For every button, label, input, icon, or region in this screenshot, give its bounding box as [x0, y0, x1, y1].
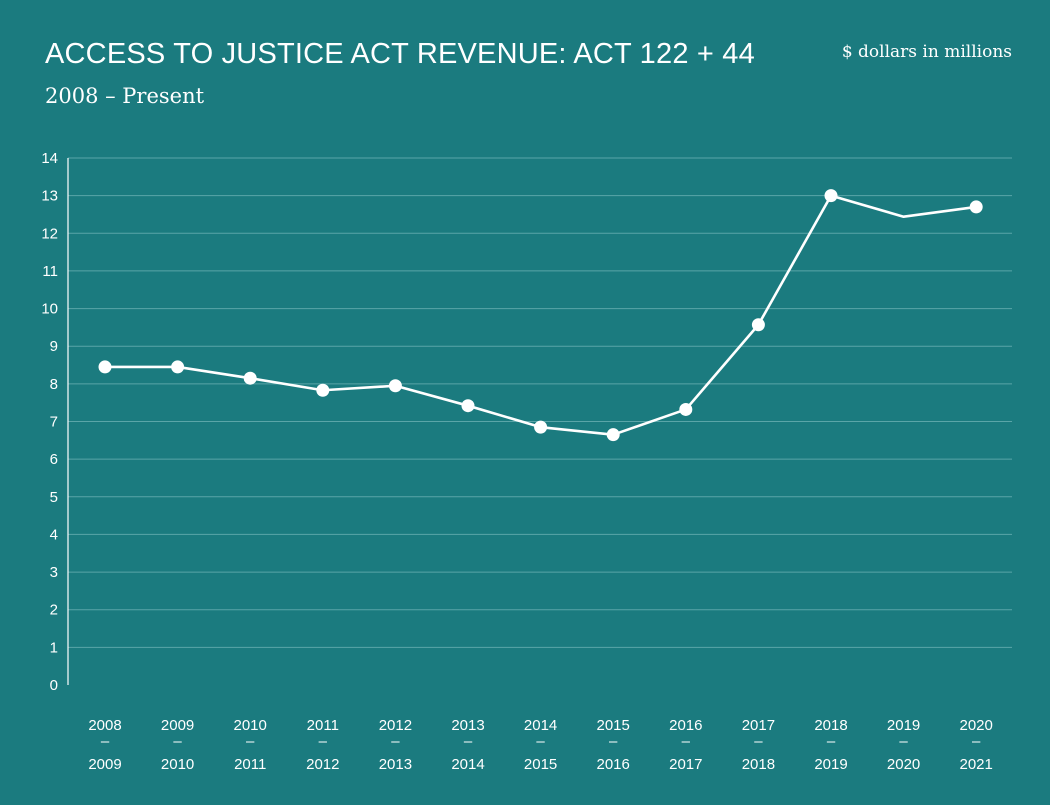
x-tick-dash: – [391, 733, 400, 750]
x-tick-bottom: 2011 [234, 756, 266, 773]
x-tick-bottom: 2010 [161, 756, 194, 773]
x-tick-bottom: 2018 [742, 756, 775, 773]
data-point [171, 360, 185, 374]
data-point [679, 402, 693, 416]
x-tick-label: 2012– 2013 [379, 717, 412, 773]
x-tick-top: 2011 [307, 717, 339, 734]
y-tick-label: 8 [50, 376, 58, 393]
x-tick-bottom: 2021 [960, 756, 993, 773]
x-tick-label: 2020– 2021 [960, 717, 993, 773]
data-point [534, 420, 548, 434]
data-point [316, 383, 330, 397]
x-tick-bottom: 2016 [597, 756, 630, 773]
y-tick-label: 1 [50, 639, 58, 656]
units-note: $ dollars in millions [841, 42, 1012, 62]
data-point [98, 360, 112, 374]
x-tick-bottom: 2019 [814, 756, 847, 773]
x-tick-bottom: 2014 [451, 756, 484, 773]
data-point [388, 379, 402, 393]
x-tick-top: 2017 [742, 717, 775, 734]
x-tick-top: 2016 [669, 717, 702, 734]
x-tick-top: 2010 [234, 717, 267, 734]
y-tick-label: 10 [41, 301, 58, 318]
x-tick-label: 2013– 2014 [451, 717, 484, 773]
x-tick-bottom: 2009 [88, 756, 121, 773]
x-tick-label: 2014– 2015 [524, 717, 557, 773]
x-tick-top: 2012 [379, 717, 412, 734]
y-tick-label: 6 [50, 451, 58, 468]
data-point [969, 200, 983, 214]
chart-title: ACCESS TO JUSTICE ACT REVENUE: ACT 122 +… [45, 38, 755, 70]
series-line [105, 194, 977, 436]
y-tick-label: 9 [50, 338, 58, 355]
x-tick-label: 2009– 2010 [161, 717, 194, 773]
x-tick-top: 2020 [960, 717, 993, 734]
x-tick-bottom: 2013 [379, 756, 412, 773]
x-tick-bottom: 2012 [306, 756, 339, 773]
x-tick-top: 2014 [524, 717, 557, 734]
x-tick-dash: – [682, 733, 691, 750]
x-tick-dash: – [101, 733, 110, 750]
y-tick-label: 0 [50, 677, 58, 694]
y-tick-label: 5 [50, 489, 58, 506]
x-tick-label: 2019– 2020 [887, 717, 920, 773]
data-point [461, 399, 475, 413]
x-tick-dash: – [464, 733, 473, 750]
x-tick-dash: – [899, 733, 908, 750]
x-tick-bottom: 2020 [887, 756, 920, 773]
x-tick-dash: – [609, 733, 618, 750]
x-tick-dash: – [536, 733, 545, 750]
x-tick-dash: – [173, 733, 182, 750]
x-tick-top: 2008 [88, 717, 121, 734]
x-tick-top: 2009 [161, 717, 194, 734]
chart-subtitle: 2008 – Present [45, 84, 205, 108]
y-tick-label: 4 [50, 526, 58, 543]
x-tick-label: 2018– 2019 [814, 717, 847, 773]
x-tick-dash: – [754, 733, 763, 750]
x-tick-top: 2018 [814, 717, 847, 734]
y-tick-label: 7 [50, 414, 58, 431]
gridlines [68, 157, 1012, 648]
revenue-series [98, 189, 983, 442]
x-tick-top: 2015 [597, 717, 630, 734]
x-tick-dash: – [827, 733, 836, 750]
y-tick-label: 2 [50, 602, 58, 619]
x-tick-bottom: 2017 [669, 756, 702, 773]
y-tick-label: 12 [41, 225, 58, 242]
data-point [243, 371, 257, 385]
x-axis-ticks: 2008–20092009–20102010–20112011–20122012… [88, 717, 993, 773]
y-tick-label: 3 [50, 564, 58, 581]
x-tick-top: 2019 [887, 717, 920, 734]
x-tick-label: 2017– 2018 [742, 717, 775, 773]
x-tick-label: 2011– 2012 [306, 717, 339, 773]
y-tick-label: 14 [41, 150, 58, 167]
x-tick-label: 2015– 2016 [597, 717, 630, 773]
x-tick-top: 2013 [451, 717, 484, 734]
x-tick-dash: – [972, 733, 981, 750]
x-tick-dash: – [246, 733, 255, 750]
data-point [824, 189, 838, 203]
x-tick-label: 2008– 2009 [88, 717, 121, 773]
x-tick-label: 2010– 2011 [234, 717, 267, 773]
y-tick-label: 11 [42, 263, 58, 280]
x-tick-label: 2016– 2017 [669, 717, 702, 773]
y-tick-label: 13 [41, 188, 58, 205]
data-point [751, 318, 765, 332]
x-tick-bottom: 2015 [524, 756, 557, 773]
x-tick-dash: – [319, 733, 328, 750]
data-point [606, 428, 620, 442]
